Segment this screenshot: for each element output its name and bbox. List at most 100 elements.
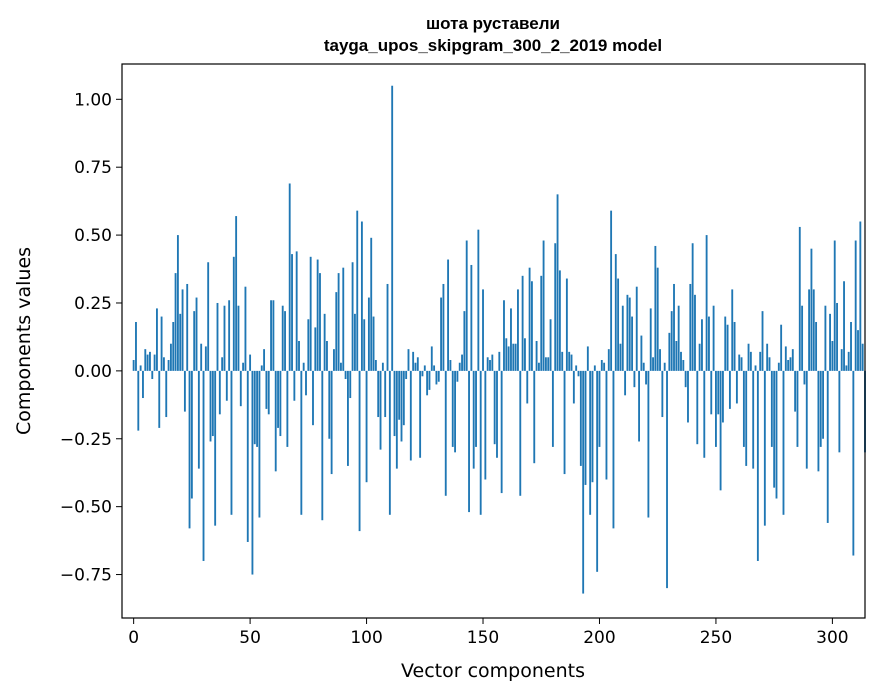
bar-126 bbox=[426, 370, 429, 396]
bar-86 bbox=[333, 349, 335, 371]
bar-225 bbox=[656, 267, 659, 371]
bar-229 bbox=[666, 370, 668, 589]
bar-300 bbox=[831, 341, 834, 371]
bar-185 bbox=[563, 370, 566, 475]
bar-230 bbox=[668, 332, 671, 371]
y-tick-label: 1.00 bbox=[74, 90, 112, 110]
bar-6 bbox=[146, 354, 149, 371]
bar-144 bbox=[468, 370, 470, 513]
bar-46 bbox=[239, 370, 242, 407]
bar-73 bbox=[302, 362, 305, 371]
bar-3 bbox=[139, 365, 142, 371]
bar-23 bbox=[186, 283, 189, 371]
bar-138 bbox=[454, 370, 456, 453]
bar-97 bbox=[358, 370, 361, 532]
bar-119 bbox=[409, 370, 412, 461]
bar-179 bbox=[549, 319, 552, 371]
bar-271 bbox=[763, 370, 766, 526]
bar-228 bbox=[663, 362, 666, 371]
bar-55 bbox=[260, 365, 263, 371]
bar-199 bbox=[596, 370, 599, 572]
bar-32 bbox=[207, 262, 210, 371]
bar-215 bbox=[633, 370, 636, 388]
bar-80 bbox=[319, 273, 321, 371]
bar-117 bbox=[405, 370, 408, 380]
bar-195 bbox=[586, 346, 589, 371]
bar-156 bbox=[496, 370, 498, 458]
chart-title-line-2: tayga_upos_skipgram_300_2_2019 model bbox=[324, 36, 662, 55]
bar-149 bbox=[479, 370, 482, 515]
bar-108 bbox=[384, 370, 387, 418]
x-tick-label: 150 bbox=[467, 628, 499, 648]
bar-58 bbox=[267, 370, 270, 415]
bar-48 bbox=[244, 286, 247, 371]
bar-65 bbox=[284, 311, 286, 371]
y-tick-label: 0.25 bbox=[74, 294, 112, 314]
bar-160 bbox=[505, 338, 508, 371]
bar-295 bbox=[819, 370, 822, 447]
bar-90 bbox=[342, 267, 345, 371]
bar-145 bbox=[470, 264, 473, 371]
bar-107 bbox=[381, 362, 384, 371]
bar-272 bbox=[766, 343, 769, 371]
bar-29 bbox=[200, 343, 203, 371]
bar-188 bbox=[570, 354, 573, 371]
bar-242 bbox=[696, 370, 699, 445]
bar-68 bbox=[291, 254, 293, 371]
bar-238 bbox=[687, 370, 689, 423]
bar-249 bbox=[712, 305, 715, 371]
bar-47 bbox=[242, 362, 245, 371]
bar-44 bbox=[235, 216, 238, 371]
bars-group bbox=[132, 85, 866, 594]
x-tick-label: 300 bbox=[816, 628, 848, 648]
bar-274 bbox=[770, 370, 773, 447]
bar-254 bbox=[724, 316, 727, 371]
bar-259 bbox=[735, 370, 738, 404]
bar-278 bbox=[780, 324, 783, 371]
bar-131 bbox=[437, 370, 440, 382]
bar-21 bbox=[181, 289, 184, 371]
bar-250 bbox=[715, 370, 717, 447]
bar-109 bbox=[386, 283, 389, 371]
bar-72 bbox=[300, 370, 303, 515]
bar-281 bbox=[787, 360, 790, 371]
bar-95 bbox=[353, 313, 356, 371]
bar-193 bbox=[582, 370, 585, 594]
y-tick-label: −0.50 bbox=[60, 498, 112, 518]
bar-111 bbox=[391, 85, 394, 371]
bar-75 bbox=[307, 319, 310, 371]
bar-24 bbox=[188, 370, 191, 529]
bar-96 bbox=[356, 210, 359, 371]
bar-18 bbox=[174, 273, 177, 371]
bar-129 bbox=[433, 365, 436, 371]
bar-284 bbox=[794, 370, 797, 412]
bar-37 bbox=[218, 370, 221, 415]
bar-38 bbox=[221, 357, 224, 371]
bar-257 bbox=[731, 289, 734, 371]
bar-36 bbox=[216, 302, 219, 371]
bar-137 bbox=[451, 370, 454, 447]
bar-269 bbox=[759, 351, 762, 371]
bar-94 bbox=[351, 262, 354, 371]
bar-201 bbox=[600, 360, 603, 371]
bar-240 bbox=[691, 243, 694, 371]
bar-235 bbox=[680, 351, 682, 371]
bar-142 bbox=[463, 311, 466, 371]
bar-290 bbox=[808, 289, 811, 371]
bar-307 bbox=[847, 351, 850, 371]
bar-197 bbox=[591, 370, 594, 483]
bar-152 bbox=[486, 357, 489, 371]
bar-175 bbox=[540, 275, 543, 371]
x-tick-label: 50 bbox=[239, 628, 261, 648]
bar-244 bbox=[701, 319, 703, 371]
bar-221 bbox=[647, 370, 650, 518]
bar-30 bbox=[202, 370, 205, 561]
bar-186 bbox=[565, 278, 568, 371]
bar-74 bbox=[305, 370, 307, 396]
bar-289 bbox=[805, 370, 808, 469]
bar-169 bbox=[526, 370, 529, 404]
bar-313 bbox=[861, 343, 864, 371]
bar-153 bbox=[489, 360, 491, 371]
bar-14 bbox=[165, 370, 168, 418]
